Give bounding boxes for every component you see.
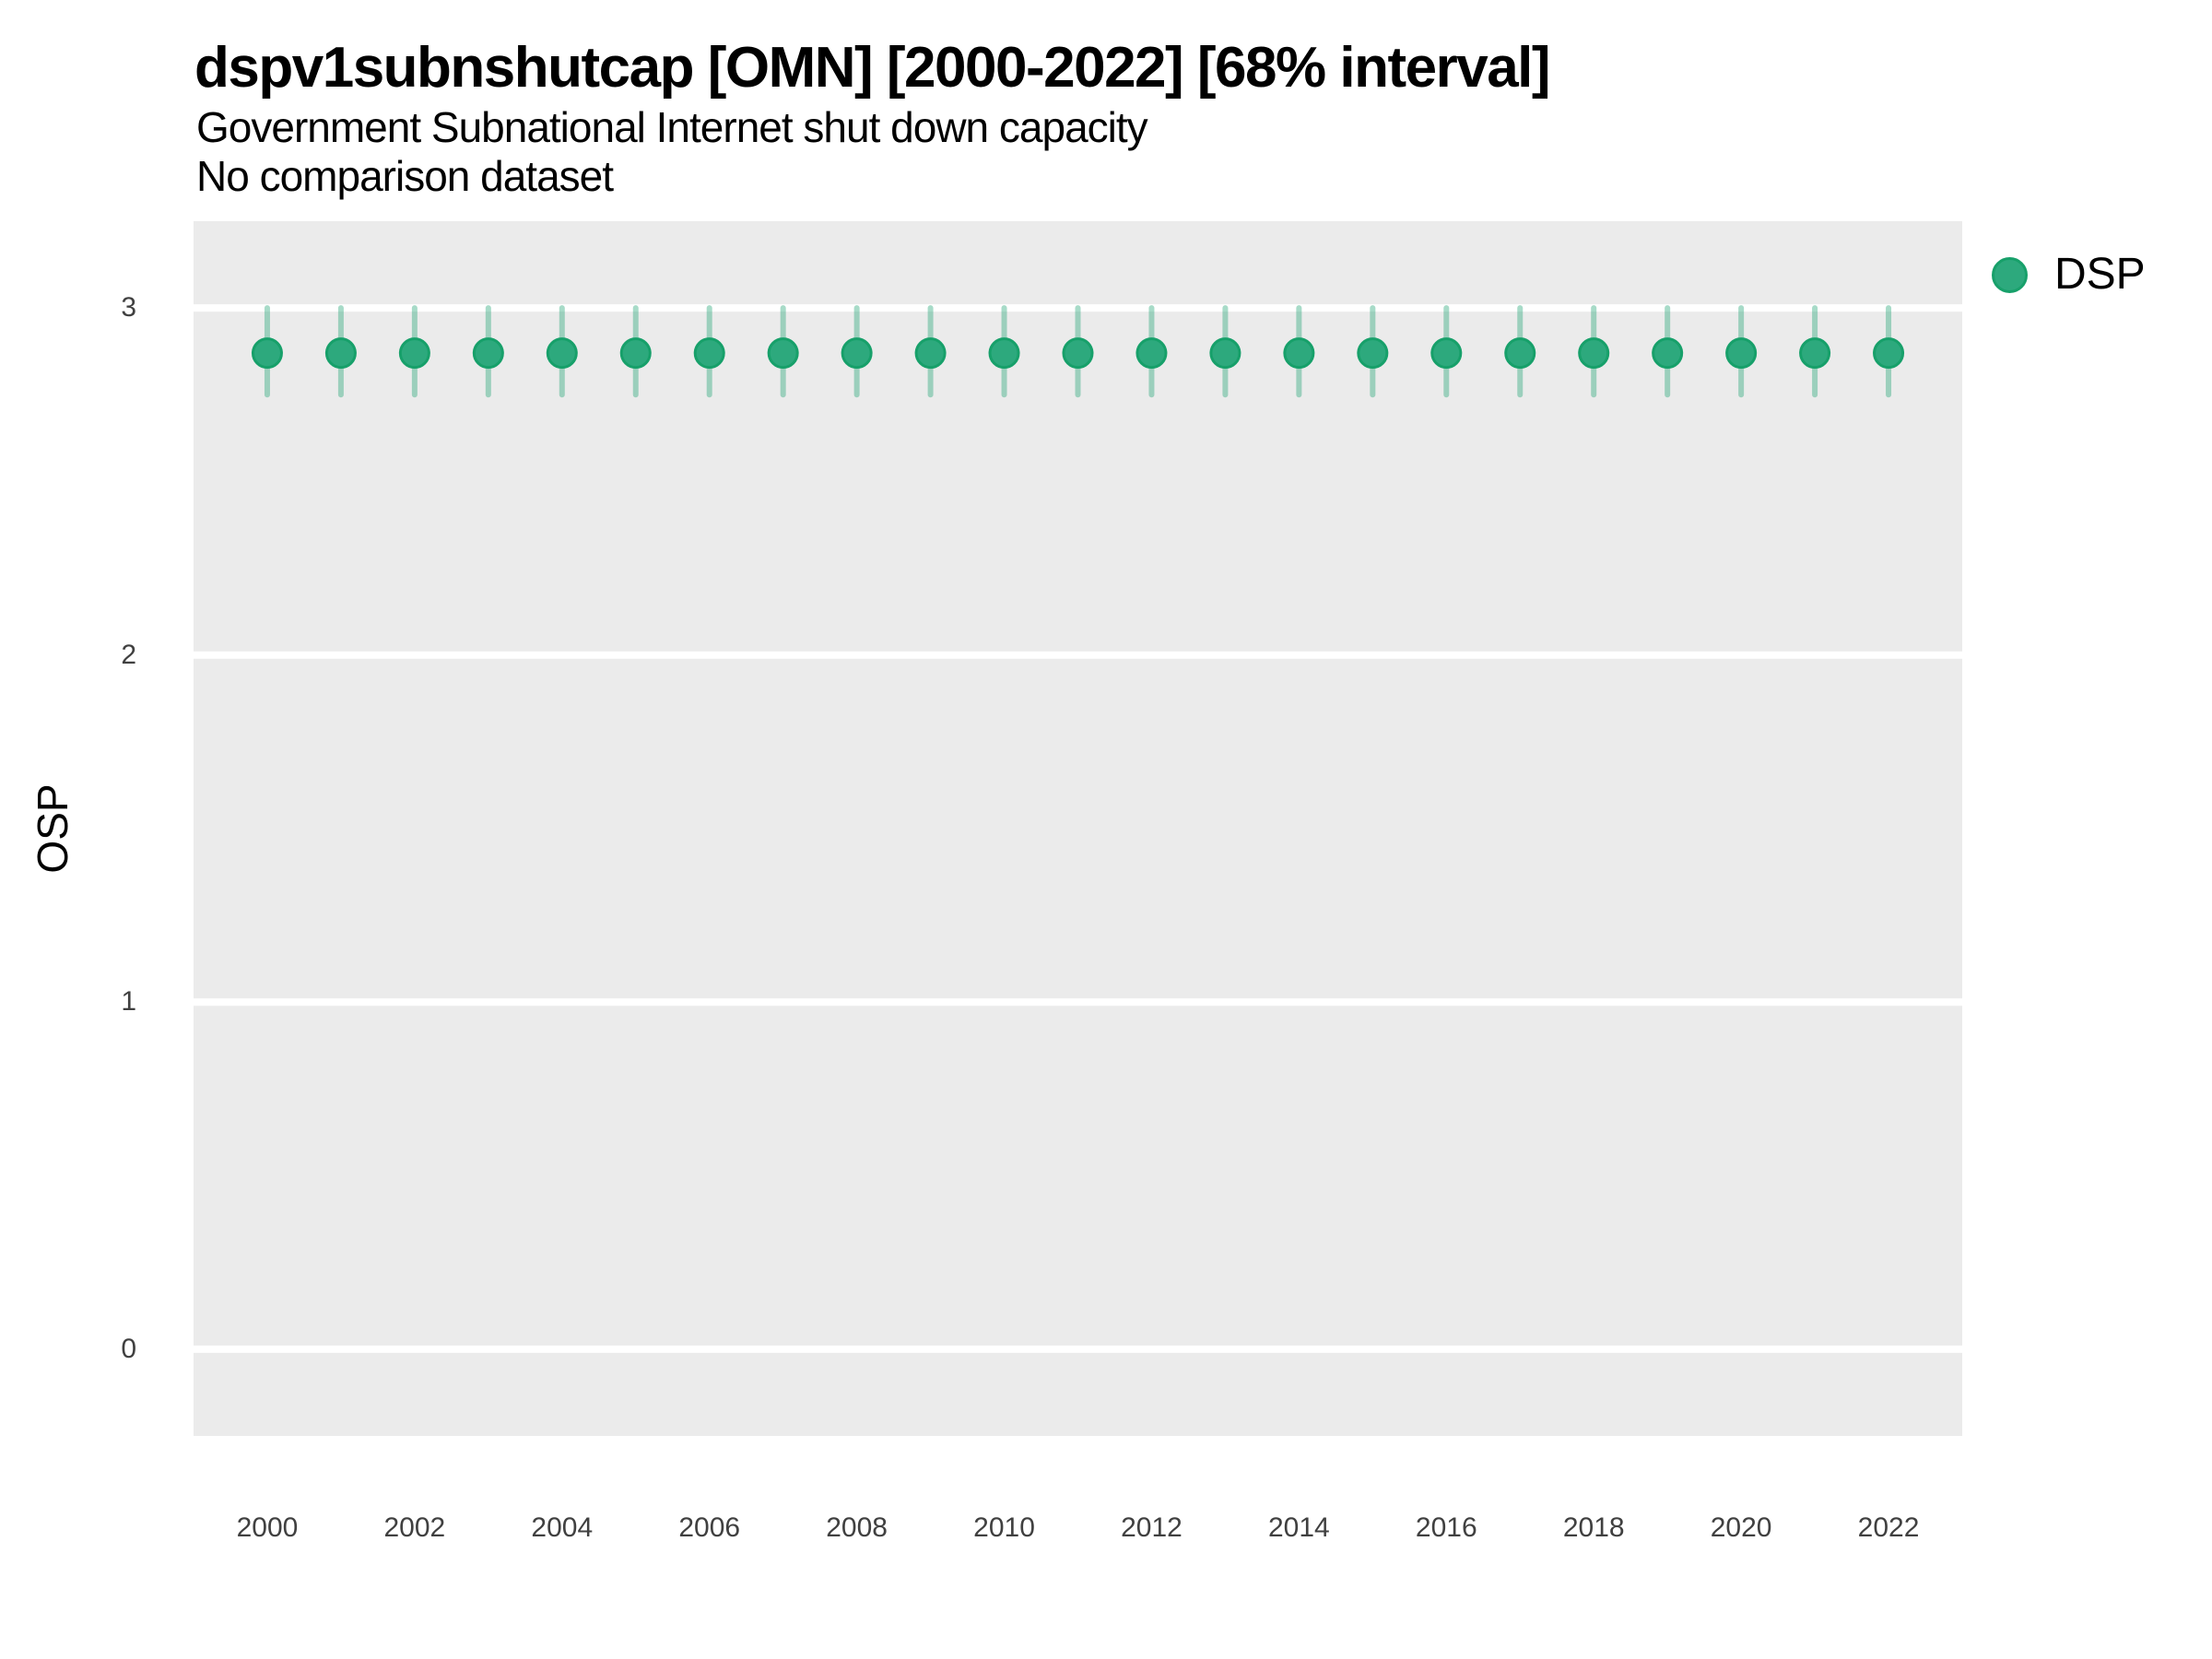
data-point-2001 (324, 337, 357, 370)
data-point-2005 (619, 337, 652, 370)
data-point-2003 (472, 337, 504, 370)
chart-subtitle: Government Subnational Internet shut dow… (196, 103, 1148, 151)
data-point-2000 (251, 337, 283, 370)
x-tick-label-2012: 2012 (1121, 1512, 1182, 1543)
x-tick-label-2020: 2020 (1710, 1512, 1772, 1543)
plot-panel (194, 221, 1962, 1436)
legend: DSP (1992, 238, 2212, 315)
data-point-2012 (1135, 337, 1168, 370)
legend-point-marker (1992, 257, 2028, 293)
chart-canvas (194, 304, 1962, 1353)
x-tick-label-2000: 2000 (236, 1512, 299, 1543)
data-point-2015 (1357, 337, 1389, 370)
data-point-2020 (1725, 337, 1758, 370)
data-point-2021 (1799, 337, 1831, 370)
x-tick-label-2022: 2022 (1857, 1512, 1920, 1543)
data-point-2007 (767, 337, 799, 370)
y-axis-tick-labels: 0 1 2 3 (0, 221, 136, 1436)
data-point-2018 (1578, 337, 1610, 370)
data-point-2004 (546, 337, 578, 370)
data-point-2017 (1504, 337, 1536, 370)
data-point-2011 (1062, 337, 1094, 370)
x-tick-label-2008: 2008 (826, 1512, 888, 1543)
data-point-2014 (1283, 337, 1315, 370)
legend-series-label: DSP (2054, 250, 2146, 299)
x-tick-label-2018: 2018 (1562, 1512, 1625, 1543)
x-tick-label-2002: 2002 (383, 1512, 446, 1543)
data-point-2008 (841, 337, 873, 370)
data-point-2002 (398, 337, 430, 370)
x-tick-label-2014: 2014 (1268, 1512, 1330, 1543)
y-tick-label-3: 3 (121, 292, 136, 324)
x-tick-label-2004: 2004 (531, 1512, 594, 1543)
data-point-2010 (988, 337, 1020, 370)
x-tick-label-2016: 2016 (1415, 1512, 1477, 1543)
y-tick-label-1: 1 (121, 986, 136, 1018)
data-point-2016 (1430, 337, 1463, 370)
x-tick-label-2006: 2006 (678, 1512, 741, 1543)
data-point-2009 (914, 337, 947, 370)
y-tick-label-0: 0 (121, 1333, 136, 1364)
chart-title: dspv1subnshutcap [OMN] [2000-2022] [68% … (194, 36, 1551, 100)
data-point-2022 (1873, 337, 1905, 370)
x-axis-tick-labels: 2000 2002 2004 2006 2008 2010 2012 2014 2016 2018… (194, 1436, 1962, 1574)
data-point-2019 (1652, 337, 1684, 370)
x-tick-label-2010: 2010 (973, 1512, 1035, 1543)
data-point-2013 (1209, 337, 1241, 370)
y-tick-label-2: 2 (121, 639, 136, 670)
data-point-2006 (693, 337, 725, 370)
comparison-note: No comparison dataset (196, 152, 614, 200)
